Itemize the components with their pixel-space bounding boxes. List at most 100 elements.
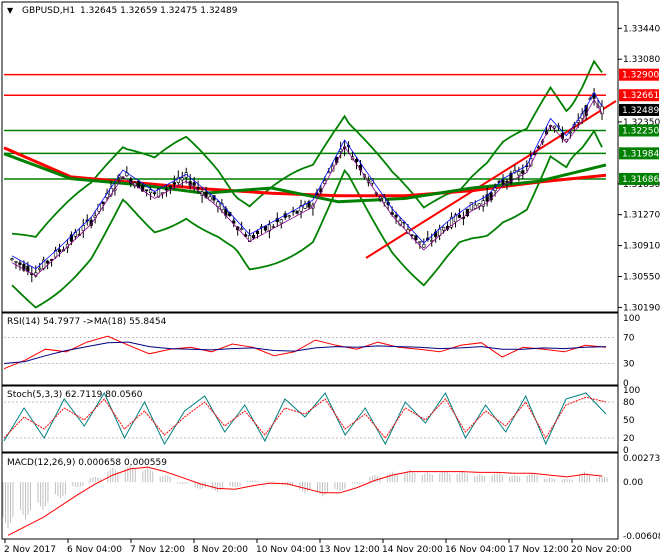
candle-body: [65, 243, 70, 249]
price-pane: GBPUSD,H1 1.32645 1.32659 1.32475 1.3248…: [1, 1, 619, 313]
candle-body: [430, 240, 434, 242]
stoch-tick-label: 100: [623, 386, 640, 396]
candle-body: [505, 180, 509, 183]
rsi-tick-label: 30: [623, 360, 635, 370]
candle-body: [449, 216, 454, 228]
candle-body: [148, 189, 153, 194]
candle-body: [81, 225, 85, 231]
x-tick-label: 17 Nov 12:00: [508, 545, 569, 555]
candle-body: [57, 249, 62, 253]
candle-body: [164, 188, 169, 191]
candle-body: [584, 105, 588, 116]
candle-body: [46, 260, 50, 264]
candle-body: [145, 189, 149, 192]
candle-body: [493, 187, 497, 191]
macd-pane-title: MACD(12,26,9) 0.000658 0.000559: [7, 458, 167, 468]
candle-body: [279, 219, 283, 224]
candle-body: [287, 215, 291, 217]
candle-body: [38, 267, 42, 270]
level-price-tag: [619, 172, 659, 185]
last-price-label: 1.32489: [622, 106, 659, 116]
candle-body: [509, 172, 513, 184]
candle-body: [517, 171, 521, 176]
candle-body: [196, 187, 200, 189]
stoch-tick-label: 0: [623, 446, 629, 456]
candle-body: [251, 235, 256, 239]
rsi-pane: RSI(14) 54.7977 ->MA(18) 55.8454: [1, 312, 619, 386]
candle-body: [168, 185, 172, 188]
candle-body: [271, 226, 275, 228]
candle-body: [422, 244, 426, 248]
level-price-tag: [619, 147, 659, 160]
dropdown-triangle-icon[interactable]: ▼: [7, 6, 14, 15]
level-price-label: 1.32250: [622, 127, 659, 137]
macd-pane: MACD(12,26,9) 0.000658 0.000559: [1, 452, 619, 540]
stoch-tick-label: 80: [623, 398, 635, 408]
candle-body: [101, 201, 105, 204]
candle-body: [232, 220, 236, 224]
stoch-pane: Stoch(5,3,3) 62.7119 80.0560: [1, 385, 619, 453]
level-price-label: 1.32661: [622, 91, 659, 101]
candle-body: [370, 178, 374, 184]
rsi-tick-label: 100: [623, 314, 640, 324]
level-price-tag: [619, 89, 659, 102]
x-tick-label: 6 Nov 04:00: [67, 545, 122, 555]
candle-body: [69, 234, 73, 242]
ohlc-readout: 1.32645 1.32659 1.32475 1.32489: [80, 6, 238, 16]
candle-body: [192, 182, 196, 186]
level-price-label: 1.31686: [622, 175, 659, 185]
candle-body: [172, 182, 176, 185]
rsi-tick-label: 0: [623, 379, 629, 389]
candle-body: [469, 202, 473, 211]
candle-body: [299, 205, 303, 212]
stoch-tick-label: 50: [623, 416, 635, 426]
x-tick-label: 10 Nov 04:00: [256, 545, 317, 555]
candle-body: [180, 177, 184, 181]
candle-body: [453, 214, 458, 223]
candle-body: [152, 192, 157, 194]
level-price-tag: [619, 68, 659, 81]
x-tick-label: 8 Nov 20:00: [193, 545, 248, 555]
candle-body: [552, 125, 557, 129]
candle-body: [255, 230, 260, 234]
candle-body: [457, 214, 462, 218]
candle-body: [220, 203, 224, 211]
stoch-pane-title: Stoch(5,3,3) 62.7119 80.0560: [7, 390, 143, 400]
candle-body: [14, 261, 18, 263]
candle-body: [22, 263, 26, 271]
bollinger-upper-band: [11, 59, 603, 238]
price-pane-title: GBPUSD,H1: [22, 6, 75, 16]
macd-tick-label: -0.006081: [623, 532, 660, 542]
candle-body: [418, 241, 422, 244]
price-tick-label: 1.30910: [623, 242, 660, 252]
x-tick-label: 2 Nov 2017: [4, 545, 56, 555]
last-price-tag: [619, 103, 659, 116]
level-price-label: 1.31984: [622, 149, 659, 159]
level-price-label: 1.32900: [622, 71, 659, 81]
candle-body: [240, 228, 244, 231]
candle-body: [489, 192, 493, 201]
level-price-tag: [619, 124, 659, 137]
candle-body: [10, 258, 14, 261]
candle-body: [465, 208, 469, 217]
candle-body: [295, 210, 299, 214]
candle-body: [485, 194, 489, 202]
price-tick-label: 1.30190: [623, 303, 660, 313]
candle-body: [354, 158, 359, 163]
price-pane-frame: [1, 1, 619, 313]
candle-body: [477, 203, 481, 207]
candle-body: [394, 214, 398, 218]
candle-body: [481, 200, 485, 207]
short-ma-line-0: [11, 91, 603, 270]
candle-body: [141, 185, 145, 192]
candle-body: [501, 179, 505, 185]
candle-body: [473, 204, 477, 209]
candle-body: [414, 235, 418, 241]
short-ma-line-1: [11, 98, 603, 277]
candle-body: [53, 250, 58, 258]
macd-signal-line: [7, 466, 603, 536]
candle-body: [568, 131, 572, 134]
rsi-pane-title: RSI(14) 54.7977 ->MA(18) 55.8454: [7, 317, 167, 327]
candle-body: [176, 176, 180, 183]
